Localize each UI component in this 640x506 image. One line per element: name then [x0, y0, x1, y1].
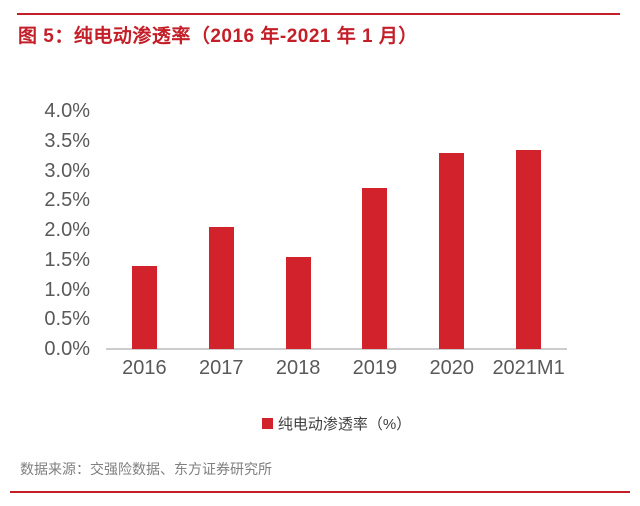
x-axis-tick-label: 2017	[199, 357, 244, 379]
y-axis-tick-label: 0.5%	[44, 308, 90, 331]
figure-title: 图 5：纯电动渗透率（2016 年-2021 年 1 月）	[18, 26, 418, 47]
y-axis-tick-label: 0.0%	[44, 338, 90, 360]
source-note: 数据来源：交强险数据、东方证券研究所	[20, 461, 272, 477]
bottom-rule	[10, 491, 630, 493]
x-axis-tick-label: 2019	[352, 357, 398, 379]
y-axis-tick-label: 1.5%	[44, 248, 90, 271]
x-axis-tick-label: 2018	[275, 357, 321, 379]
y-axis-tick-label: 4.0%	[44, 100, 90, 122]
legend-swatch-icon	[261, 418, 273, 429]
y-axis-tick-label: 3.0%	[44, 159, 90, 182]
legend-label: 纯电动渗透率（%）	[277, 416, 412, 433]
bar-2021M1	[516, 149, 542, 349]
x-axis-tick-label: 2021M1	[492, 357, 565, 379]
bar-2016	[131, 265, 157, 349]
bar-2019	[362, 188, 388, 349]
y-axis-tick-label: 1.0%	[44, 278, 90, 301]
bar-chart: 0.0% 0.5% 1.0% 1.5% 2.0% 2.5% 3.0% 3.5% 4.0% 2016…	[44, 100, 567, 379]
x-axis-line	[106, 348, 567, 350]
y-axis-tick-label: 3.5%	[44, 129, 90, 152]
y-axis-tick-label: 2.0%	[44, 219, 90, 241]
bar-2017	[208, 227, 234, 349]
bar-2018	[285, 256, 311, 349]
top-rule	[17, 13, 620, 15]
legend: 纯电动渗透率（%）	[106, 413, 567, 434]
y-axis-tick-label: 2.5%	[44, 189, 90, 212]
x-axis-tick-label: 2020	[429, 357, 475, 379]
bar-2020	[439, 152, 465, 349]
x-axis-tick-label: 2016	[122, 357, 167, 379]
